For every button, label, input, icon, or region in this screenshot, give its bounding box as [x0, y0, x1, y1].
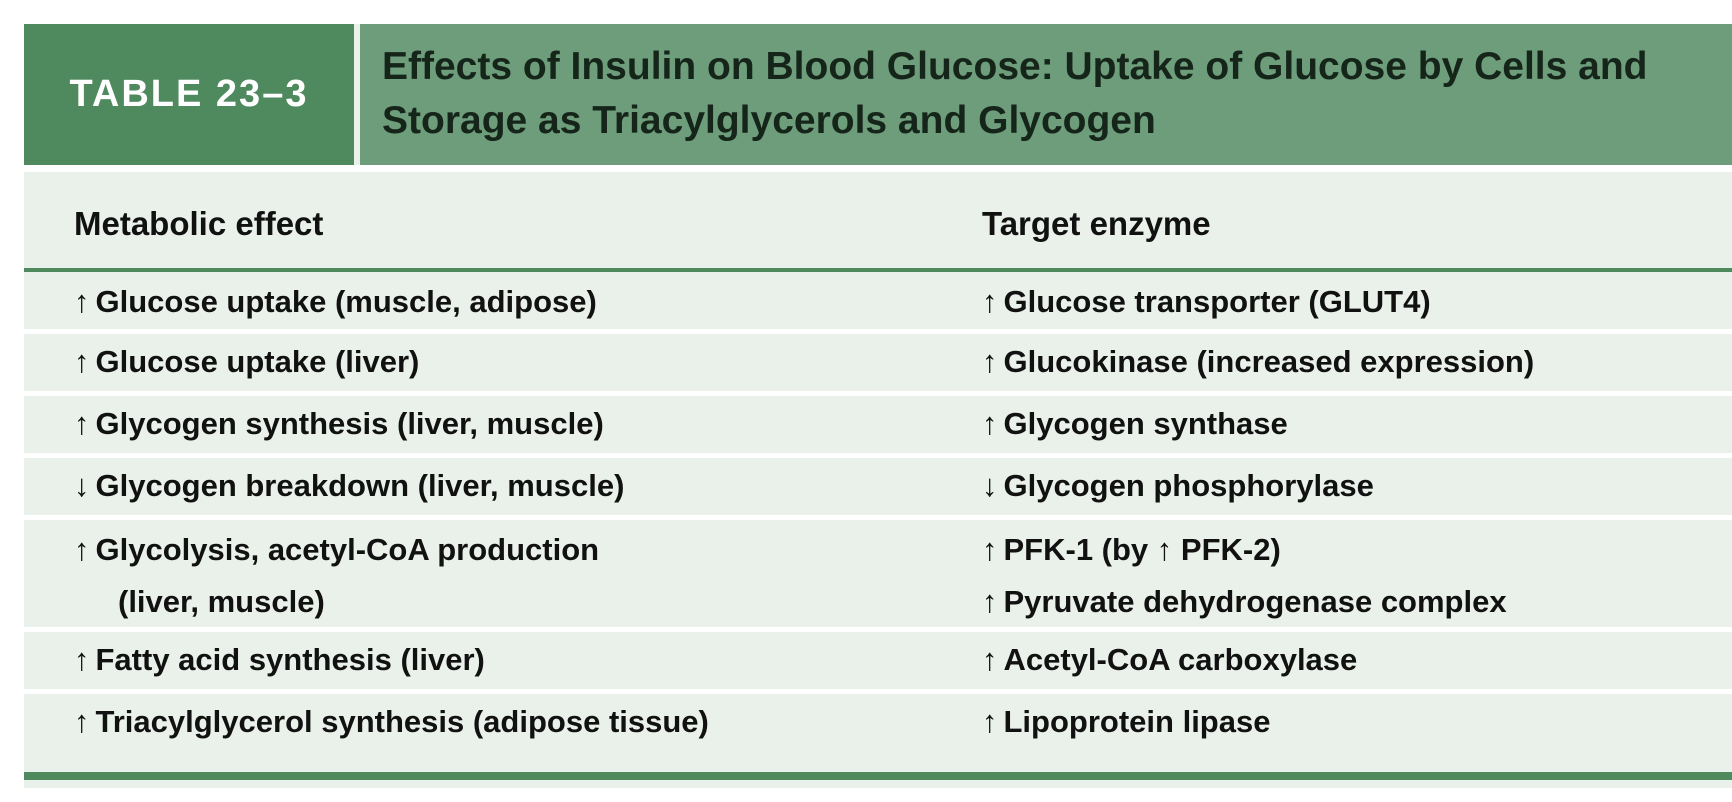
metabolic-effect-text: Glycogen breakdown (liver, muscle) — [95, 468, 625, 503]
target-enzyme-cell: ↓ Glycogen phosphorylase — [982, 460, 1374, 512]
column-header-target-enzyme: Target enzyme — [982, 205, 1211, 242]
table-row: ↑ Fatty acid synthesis (liver) ↑ Acetyl-Co… — [24, 632, 1732, 694]
header-divider — [354, 24, 360, 165]
up-arrow-icon: ↑ — [982, 704, 998, 739]
column-headers: Metabolic effect Target enzyme — [24, 172, 1732, 268]
target-enzyme-cell: ↑ PFK-1 (by ↑ PFK-2) ↑ Pyruvate dehydrogen… — [982, 524, 1507, 628]
table-label-box: TABLE 23–3 — [24, 24, 354, 165]
table-row: ↑ Glycogen synthesis (liver, muscle) ↑ Gly… — [24, 396, 1732, 458]
up-arrow-icon: ↑ — [74, 284, 90, 319]
target-enzyme-cell: ↑ Glucokinase (increased expression) — [982, 336, 1534, 388]
bottom-rule — [24, 772, 1732, 780]
column-header-rule — [24, 268, 1732, 272]
up-arrow-icon: ↑ — [74, 642, 90, 677]
table-row: ↑ Glucose uptake (muscle, adipose) ↑ Gluco… — [24, 272, 1732, 334]
metabolic-effect-text: Glycolysis, acetyl-CoA production — [95, 532, 600, 567]
target-enzyme-line: ↑ PFK-1 (by ↑ PFK-2) — [982, 524, 1507, 576]
table-row: ↑ Triacylglycerol synthesis (adipose tiss… — [24, 694, 1732, 758]
table-body: ↑ Glucose uptake (muscle, adipose) ↑ Gluco… — [24, 272, 1732, 758]
table-row: ↑ Glucose uptake (liver) ↑ Glucokinase (in… — [24, 334, 1732, 396]
target-enzyme-cell: ↑ Lipoprotein lipase — [982, 696, 1270, 748]
target-enzyme-text: Glycogen phosphorylase — [1003, 468, 1374, 503]
target-enzyme-text: Glucose transporter (GLUT4) — [1003, 284, 1431, 319]
table-title: Effects of Insulin on Blood Glucose: Upt… — [382, 45, 1648, 142]
metabolic-effect-cell: ↓ Glycogen breakdown (liver, muscle) — [74, 460, 624, 512]
target-enzyme-cell: ↑ Glucose transporter (GLUT4) — [982, 276, 1431, 328]
metabolic-effect-cell: ↑ Fatty acid synthesis (liver) — [74, 634, 485, 686]
target-enzyme-text: PFK-1 (by ↑ PFK-2) — [1003, 532, 1281, 567]
up-arrow-icon: ↑ — [982, 584, 998, 619]
table-header: TABLE 23–3 Effects of Insulin on Blood G… — [24, 24, 1732, 165]
column-header-metabolic-effect: Metabolic effect — [74, 205, 324, 242]
metabolic-effect-cell: ↑ Glucose uptake (muscle, adipose) — [74, 276, 597, 328]
metabolic-effect-text: Fatty acid synthesis (liver) — [95, 642, 485, 677]
metabolic-effect-cell: ↑ Triacylglycerol synthesis (adipose tiss… — [74, 696, 709, 748]
target-enzyme-text: Acetyl-CoA carboxylase — [1003, 642, 1358, 677]
up-arrow-icon: ↑ — [982, 642, 998, 677]
target-enzyme-line: ↑ Pyruvate dehydrogenase complex — [982, 576, 1507, 628]
target-enzyme-text: Glycogen synthase — [1003, 406, 1288, 441]
metabolic-effect-text: Triacylglycerol synthesis (adipose tissu… — [95, 704, 709, 739]
up-arrow-icon: ↑ — [982, 406, 998, 441]
up-arrow-icon: ↑ — [74, 704, 90, 739]
metabolic-effect-text: Glycogen synthesis (liver, muscle) — [95, 406, 604, 441]
header-gap — [24, 165, 1732, 172]
table-row: ↓ Glycogen breakdown (liver, muscle) ↓ Gly… — [24, 458, 1732, 520]
metabolic-effect-cell: ↑ Glycogen synthesis (liver, muscle) — [74, 398, 604, 450]
up-arrow-icon: ↑ — [982, 284, 998, 319]
metabolic-effect-continuation: (liver, muscle) — [118, 584, 325, 619]
target-enzyme-text: Glucokinase (increased expression) — [1003, 344, 1535, 379]
down-arrow-icon: ↓ — [982, 468, 998, 503]
target-enzyme-text: Lipoprotein lipase — [1003, 704, 1271, 739]
metabolic-effect-cell: ↑ Glucose uptake (liver) — [74, 336, 419, 388]
target-enzyme-text: Pyruvate dehydrogenase complex — [1003, 584, 1507, 619]
target-enzyme-cell: ↑ Glycogen synthase — [982, 398, 1288, 450]
table-label: TABLE 23–3 — [69, 73, 309, 115]
insulin-effects-table: TABLE 23–3 Effects of Insulin on Blood G… — [24, 24, 1732, 788]
up-arrow-icon: ↑ — [74, 532, 90, 567]
target-enzyme-cell: ↑ Acetyl-CoA carboxylase — [982, 634, 1357, 686]
up-arrow-icon: ↑ — [74, 344, 90, 379]
metabolic-effect-text: Glucose uptake (muscle, adipose) — [95, 284, 597, 319]
up-arrow-icon: ↑ — [982, 532, 998, 567]
metabolic-effect-cell: ↑ Glycolysis, acetyl-CoA production (live… — [74, 524, 599, 628]
down-arrow-icon: ↓ — [74, 468, 90, 503]
up-arrow-icon: ↑ — [74, 406, 90, 441]
up-arrow-icon: ↑ — [982, 344, 998, 379]
table-row: ↑ Glycolysis, acetyl-CoA production (live… — [24, 520, 1732, 632]
metabolic-effect-text: Glucose uptake (liver) — [95, 344, 420, 379]
